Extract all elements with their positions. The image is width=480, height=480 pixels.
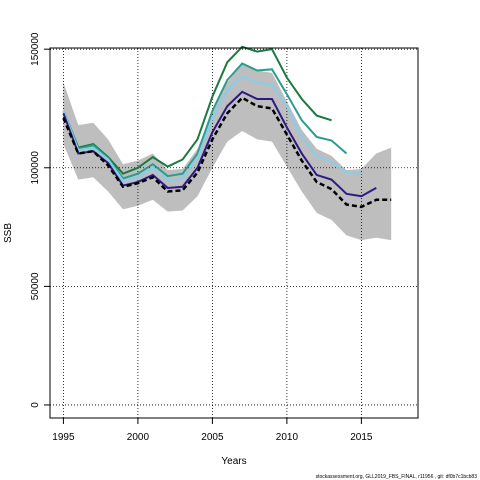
series-line <box>62 75 362 182</box>
y-axis-label: SSB <box>3 223 14 243</box>
series-line <box>62 96 392 209</box>
y-tick-label: 150000 <box>30 32 41 66</box>
plot-frame <box>49 47 419 419</box>
footer: stockassessment.org, GLL2019_FBS_FINAL, … <box>316 474 478 480</box>
confidence-band <box>63 63 392 241</box>
x-tick-label: 2005 <box>201 432 224 443</box>
x-tick-label: 1995 <box>52 432 75 443</box>
x-tick-label: 2010 <box>276 432 299 443</box>
y-tick-label: 100000 <box>30 151 41 185</box>
x-tick-label: 2000 <box>127 432 150 443</box>
y-tick-label: 50000 <box>30 272 41 300</box>
x-tick-label: 2015 <box>350 432 373 443</box>
y-tick-label: 0 <box>30 402 41 408</box>
x-axis-label: Years <box>221 456 246 467</box>
series-line <box>62 90 377 198</box>
